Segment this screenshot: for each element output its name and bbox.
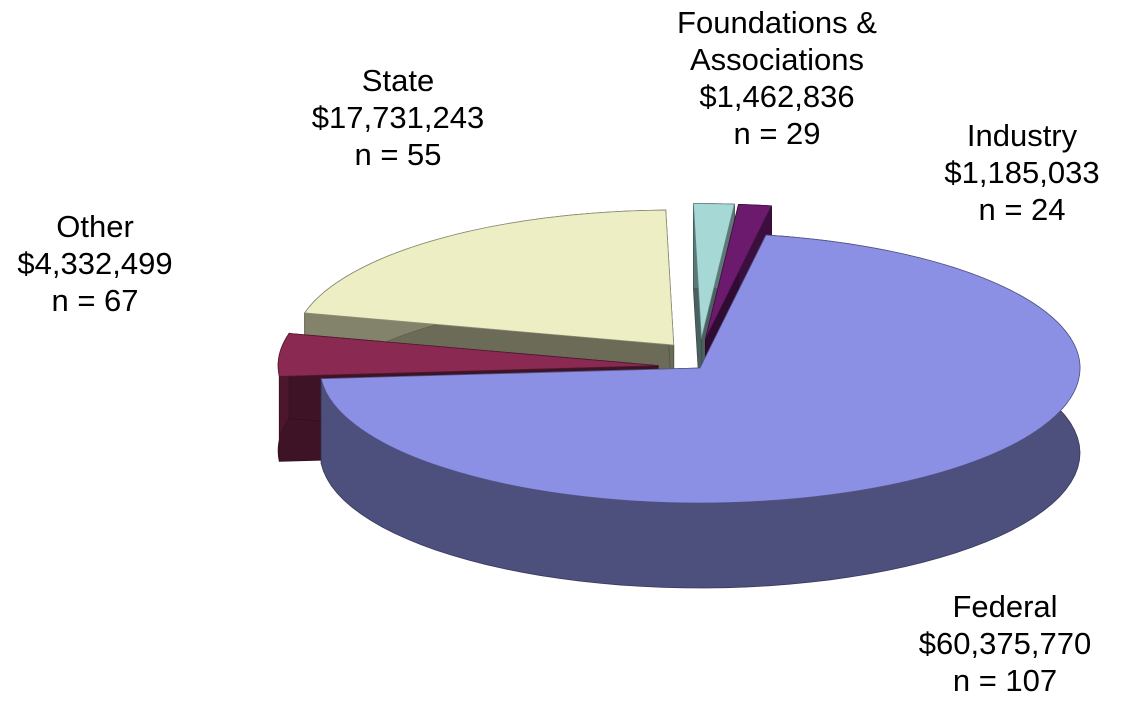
pie-slice <box>692 203 735 339</box>
label-count: n = 55 <box>354 137 442 172</box>
pie-slice <box>320 234 1081 504</box>
label-name: Other <box>56 209 134 244</box>
label-name: Federal <box>952 589 1058 624</box>
label-value: $60,375,770 <box>918 626 1092 661</box>
slice-label: Foundations & Associations $1,462,836 n = … <box>652 4 902 152</box>
label-count: n = 24 <box>978 192 1066 227</box>
label-value: $4,332,499 <box>17 246 173 281</box>
label-value: $17,731,243 <box>311 100 485 135</box>
label-name: State <box>361 63 435 98</box>
pie-slice <box>303 209 675 346</box>
label-name: Foundations & Associations <box>677 5 877 77</box>
pie-slice <box>277 333 659 377</box>
label-count: n = 67 <box>51 283 139 318</box>
slice-label: State $17,731,243 n = 55 <box>268 62 528 173</box>
pie-slice <box>705 203 773 340</box>
label-value: $1,462,836 <box>699 79 855 114</box>
label-value: $1,185,033 <box>944 155 1100 190</box>
slice-label: Industry $1,185,033 n = 24 <box>912 117 1122 228</box>
slice-label: Other $4,332,499 n = 67 <box>0 208 205 319</box>
label-name: Industry <box>966 118 1078 153</box>
label-count: n = 107 <box>952 663 1058 698</box>
label-count: n = 29 <box>733 116 821 151</box>
slice-label: Federal $60,375,770 n = 107 <box>875 588 1122 699</box>
